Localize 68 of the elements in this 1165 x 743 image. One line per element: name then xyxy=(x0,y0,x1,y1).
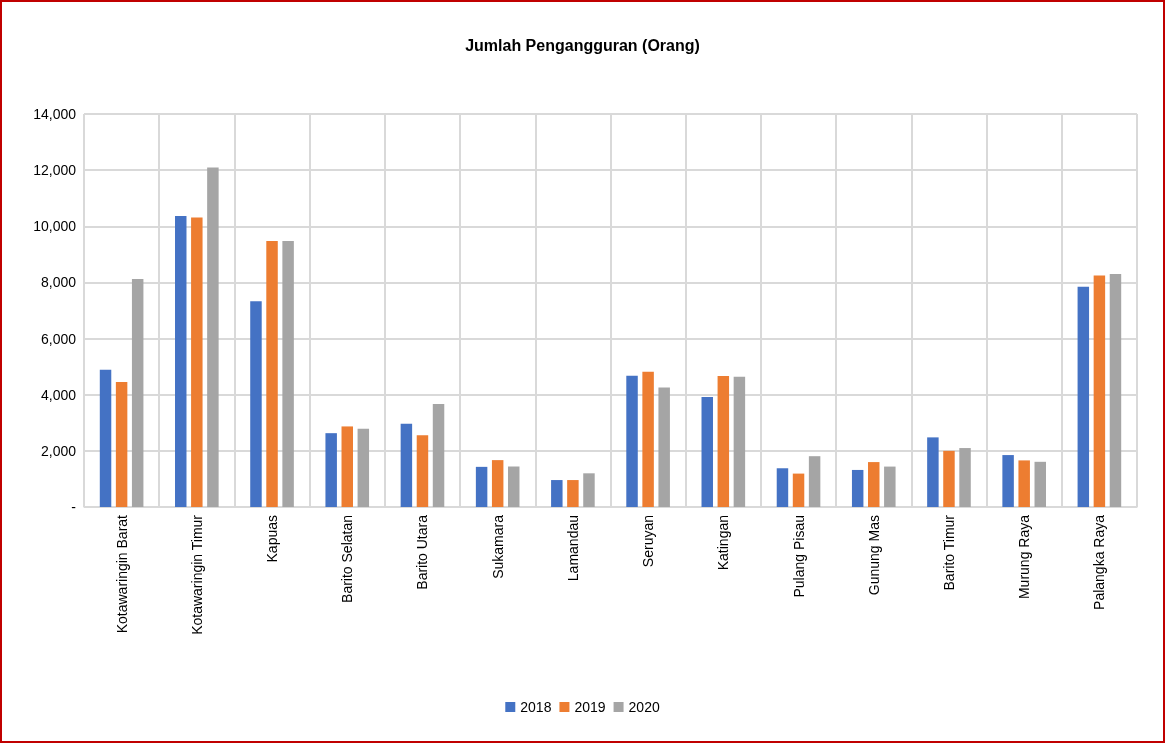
bar xyxy=(776,468,789,507)
bar xyxy=(207,167,219,507)
bar xyxy=(959,448,971,507)
x-tick-label: Barito Utara xyxy=(414,514,431,590)
bar xyxy=(1093,275,1106,507)
bar xyxy=(131,279,144,507)
legend-label: 2019 xyxy=(574,699,606,715)
bar xyxy=(250,301,262,507)
x-tick-label: Kotawaringin Barat xyxy=(113,514,130,634)
bar xyxy=(927,437,939,507)
bar xyxy=(658,387,670,507)
bar xyxy=(792,473,805,507)
y-tick-label: 6,000 xyxy=(40,330,77,347)
y-tick-label: 8,000 xyxy=(40,274,77,291)
x-tick-label: Katingan xyxy=(715,515,732,571)
bar xyxy=(99,369,112,507)
bar xyxy=(357,428,370,507)
x-tick-label: Kapuas xyxy=(264,515,281,563)
x-tick-label: Sukamara xyxy=(489,514,506,579)
legend-label: 2020 xyxy=(628,699,660,715)
bar xyxy=(551,480,563,507)
bar xyxy=(491,460,504,507)
x-tick-label: Murung Raya xyxy=(1016,514,1033,600)
bar xyxy=(175,215,187,507)
x-tick-label: Lamandau xyxy=(564,515,581,582)
y-tick-label: 14,000 xyxy=(33,106,77,122)
x-tick-label: Barito Timur xyxy=(940,514,957,591)
y-tick-label: 10,000 xyxy=(33,218,77,235)
bar xyxy=(341,426,353,507)
x-tick-label: Palangka Raya xyxy=(1091,514,1108,610)
bar xyxy=(701,396,713,507)
bar xyxy=(416,435,429,507)
x-tick-label: Kotawaringin Timur xyxy=(188,514,205,635)
bar xyxy=(1109,274,1122,507)
bar xyxy=(400,423,413,507)
bar xyxy=(808,456,821,507)
bar xyxy=(943,450,955,507)
bar xyxy=(626,375,638,507)
bar xyxy=(642,371,654,507)
y-tick-label: - xyxy=(71,499,77,515)
bar xyxy=(508,466,520,507)
y-tick-label: 2,000 xyxy=(40,442,77,459)
bar xyxy=(1018,460,1030,507)
bar xyxy=(191,217,203,507)
bar xyxy=(282,240,294,507)
bar xyxy=(1077,286,1090,507)
bar xyxy=(583,473,595,507)
bar xyxy=(567,480,579,507)
bar xyxy=(475,466,488,507)
bar xyxy=(432,403,445,507)
bar xyxy=(115,382,128,507)
bar xyxy=(1002,455,1014,507)
bar xyxy=(717,375,730,507)
legend-label: 2018 xyxy=(520,699,552,715)
bar xyxy=(266,240,278,507)
chart-title: Jumlah Pengangguran (Orang) xyxy=(465,36,700,54)
bar xyxy=(1034,461,1046,507)
y-tick-label: 4,000 xyxy=(40,386,77,403)
bar xyxy=(868,462,880,507)
x-tick-label: Gunung Mas xyxy=(865,515,882,596)
y-tick-label: 12,000 xyxy=(33,162,77,179)
bar xyxy=(884,466,896,507)
x-tick-label: Pulang Pisau xyxy=(790,515,807,598)
bar xyxy=(325,433,337,507)
bar xyxy=(733,376,746,507)
bar xyxy=(851,469,864,507)
x-tick-label: Seruyan xyxy=(640,515,657,568)
x-tick-label: Barito Selatan xyxy=(339,515,356,603)
